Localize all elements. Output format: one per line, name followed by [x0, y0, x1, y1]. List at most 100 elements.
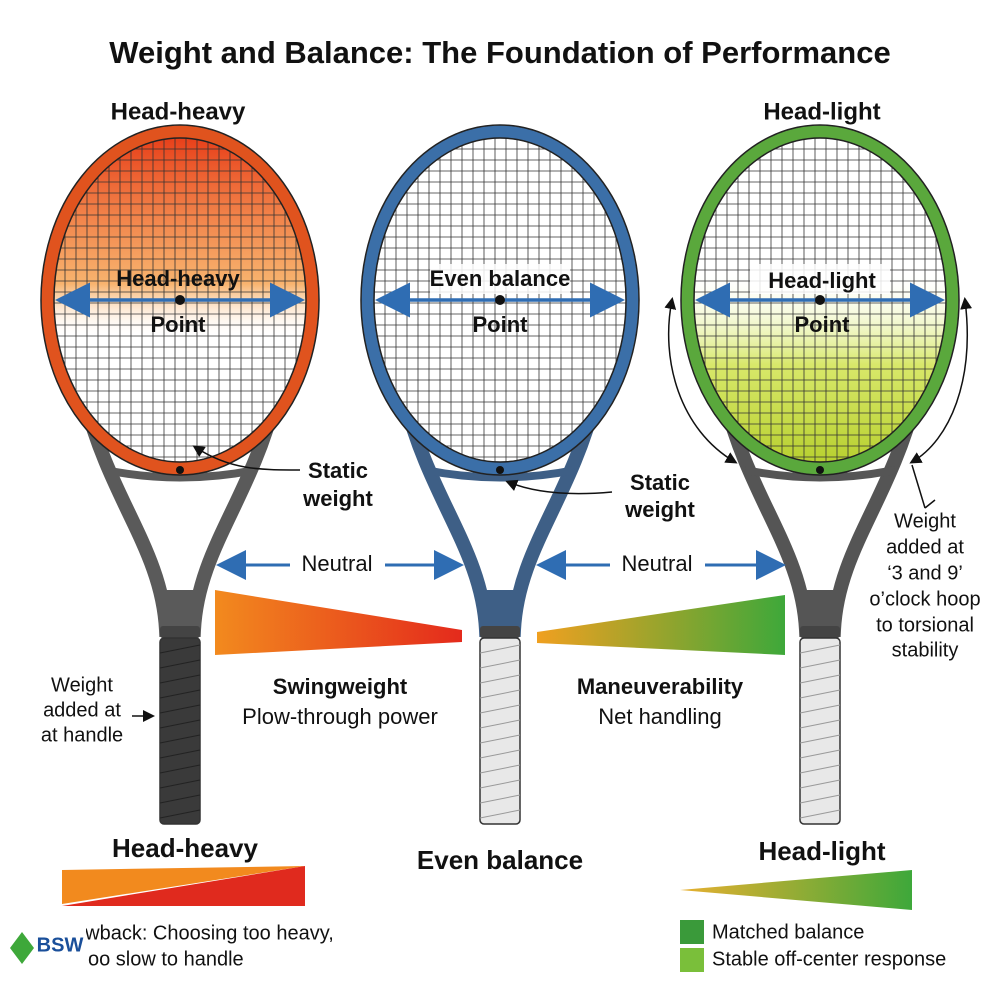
grip-wrap: [159, 749, 201, 759]
balance-point: [495, 295, 505, 305]
handle-note: Weight: [51, 674, 113, 696]
grip-wrap: [479, 689, 521, 699]
racket-bridge: [744, 466, 896, 482]
grip-wrap: [159, 689, 201, 699]
racket-shaft: [165, 590, 195, 630]
legend-label: Stable off-center response: [712, 948, 946, 970]
legend-swatch: [680, 920, 704, 944]
pointer: [664, 297, 738, 464]
grip-wrap: [159, 659, 201, 669]
grip-wrap: [799, 734, 841, 744]
hoop-note-line: to torsional: [876, 614, 974, 636]
grip-wrap: [159, 764, 201, 774]
balance-dot: [816, 466, 824, 474]
grip-wrap: [799, 644, 841, 654]
racket-bridge: [424, 466, 576, 482]
grip-wrap: [799, 704, 841, 714]
pointer: [911, 464, 936, 509]
balance-label: Even balance: [430, 266, 571, 291]
racket: [680, 124, 960, 825]
legend-label: Matched balance: [712, 921, 864, 943]
footer-label: Head-heavy: [112, 833, 258, 863]
balance-label: Head-heavy: [116, 266, 240, 291]
racket-frame-inner: [53, 137, 307, 463]
racket: [40, 124, 320, 825]
balance-point: [815, 295, 825, 305]
racket: [360, 124, 640, 825]
grip-wrap: [159, 644, 201, 654]
racket-frame-inner: [373, 137, 627, 463]
drawback-note: awback: Choosing too heavy,: [74, 922, 334, 944]
logo-mark: [10, 932, 34, 964]
static-note: weight: [624, 497, 695, 522]
swingweight-wedge: [215, 590, 462, 655]
racket-header: Head-light: [763, 98, 880, 125]
grip-wrap: [479, 779, 521, 789]
grip-wrap: [799, 689, 841, 699]
grip-wrap: [479, 674, 521, 684]
neutral-label: Neutral: [302, 551, 373, 576]
grip-wrap: [159, 779, 201, 789]
grip-wrap: [159, 809, 201, 819]
grip-wrap: [479, 734, 521, 744]
grip-wrap: [479, 644, 521, 654]
legend-swatch: [680, 948, 704, 972]
hoop-note-line: o’clock hoop: [869, 588, 980, 610]
hoop-note-line: stability: [892, 639, 959, 661]
grip-wrap: [479, 764, 521, 774]
maneuverability-wedge: [537, 595, 785, 655]
grip-wrap: [479, 719, 521, 729]
point-label: Point: [795, 312, 851, 337]
grip-wrap: [159, 674, 201, 684]
racket-grip: [799, 637, 841, 825]
racket-frame-edge: [40, 124, 320, 476]
static-note: Static: [630, 470, 690, 495]
footer-label: Head-light: [758, 836, 885, 866]
racket-collar: [800, 626, 840, 638]
logo-text: BSW: [37, 934, 84, 956]
logo: BSW: [4, 926, 86, 974]
heavy-wedge: [62, 866, 305, 904]
footer-label: Even balance: [417, 845, 583, 875]
grip-wrap: [799, 809, 841, 819]
hoop-note: Weight added at ‘3 and 9’ o’clock hoop t…: [869, 510, 980, 661]
static-note: Static: [308, 458, 368, 483]
swingweight-subtitle: Plow-through power: [242, 704, 438, 729]
grip-wrap: [799, 794, 841, 804]
balance-label: Head-light: [768, 268, 876, 293]
maneuverability-subtitle: Net handling: [598, 704, 722, 729]
balance-dot: [176, 466, 184, 474]
point-label: Point: [151, 312, 207, 337]
swingweight-title: Swingweight: [273, 674, 408, 699]
pointer: [505, 479, 613, 495]
grip-wrap: [799, 674, 841, 684]
grip-wrap: [799, 749, 841, 759]
pointer: [192, 445, 301, 471]
racket-grip: [479, 637, 521, 825]
grip-wrap: [479, 749, 521, 759]
hoop-note-line: added at: [886, 536, 964, 558]
light-wedge: [680, 870, 912, 910]
grip-wrap: [479, 809, 521, 819]
title: Weight and Balance: The Foundation of Pe…: [109, 35, 890, 70]
maneuverability-title: Maneuverability: [577, 674, 744, 699]
hoop-note-line: Weight: [894, 510, 956, 532]
static-note: weight: [302, 486, 373, 511]
grip-wrap: [479, 704, 521, 714]
balance-dot: [496, 466, 504, 474]
handle-note: added at: [43, 699, 121, 721]
racket-shaft: [485, 590, 515, 630]
balance-point: [175, 295, 185, 305]
racket-frame-edge: [360, 124, 640, 476]
grip-wrap: [799, 779, 841, 789]
grip-wrap: [479, 794, 521, 804]
grip-wrap: [799, 659, 841, 669]
racket-collar: [480, 626, 520, 638]
grip-wrap: [159, 734, 201, 744]
pointer: [909, 297, 973, 464]
racket-grip: [159, 637, 201, 825]
grip-wrap: [159, 704, 201, 714]
point-label: Point: [473, 312, 529, 337]
grip-wrap: [479, 659, 521, 669]
